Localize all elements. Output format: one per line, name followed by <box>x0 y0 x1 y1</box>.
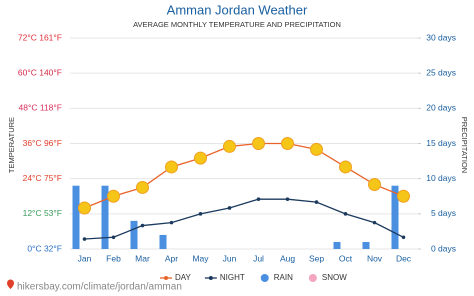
bar <box>130 220 138 249</box>
point <box>368 178 381 192</box>
point <box>339 160 352 174</box>
point <box>397 189 410 203</box>
x-tick-label: May <box>192 253 209 263</box>
y2-tick-label: 25 days <box>426 67 456 77</box>
point <box>281 137 294 150</box>
chart-subtitle: AVERAGE MONTHLY TEMPERATURE AND PRECIPIT… <box>133 20 341 29</box>
bar <box>391 185 399 249</box>
point <box>285 197 290 201</box>
point <box>111 235 116 240</box>
bar <box>101 185 109 249</box>
y2-axis-title: PRECIPITATION <box>460 117 469 173</box>
point <box>252 137 265 150</box>
point <box>256 197 261 201</box>
chart-title: Amman Jordan Weather <box>167 2 308 17</box>
line <box>84 198 404 240</box>
y2-tick-label: 20 days <box>426 103 456 113</box>
point <box>401 235 406 240</box>
point <box>310 142 323 156</box>
y-tick-label: 36°C 96°F <box>23 138 62 148</box>
y-tick-label: 24°C 75°F <box>23 173 62 183</box>
point <box>227 206 232 210</box>
x-tick-label: Aug <box>280 253 295 263</box>
y-tick-label: 60°C 140°F <box>18 67 62 77</box>
point <box>169 220 174 225</box>
y2-tick-label: 0 days <box>431 243 456 253</box>
point <box>198 212 203 216</box>
point <box>82 237 87 241</box>
y2-tick-label: 10 days <box>426 173 456 183</box>
legend-label: SNOW <box>322 273 347 282</box>
point <box>136 180 149 194</box>
point <box>165 160 178 174</box>
bar <box>159 234 167 249</box>
point <box>194 151 207 165</box>
point <box>107 189 120 203</box>
y-axis-title: TEMPERATURE <box>7 117 16 173</box>
point <box>314 200 319 204</box>
x-tick-label: Jan <box>78 253 92 263</box>
legend-swatch <box>164 276 168 280</box>
point <box>223 139 236 153</box>
y2-tick-label: 15 days <box>426 138 456 148</box>
y-tick-label: 72°C 161°F <box>18 32 62 42</box>
y-tick-label: 48°C 118°F <box>19 103 63 113</box>
bar <box>333 241 341 249</box>
y2-tick-label: 30 days <box>426 32 456 42</box>
x-tick-label: Dec <box>396 253 412 263</box>
x-tick-label: Oct <box>339 253 353 263</box>
x-tick-label: Mar <box>135 253 150 263</box>
source[interactable]: hikersbay.com/climate/jordan/amman <box>17 282 182 293</box>
point <box>343 212 348 216</box>
y-tick-label: 0°C 32°F <box>27 243 62 253</box>
pin-icon <box>7 279 14 289</box>
point <box>372 220 377 225</box>
point <box>78 201 91 215</box>
x-tick-label: Jul <box>253 253 264 263</box>
legend-label: DAY <box>175 273 192 282</box>
line <box>84 142 404 209</box>
bar <box>72 185 80 249</box>
x-tick-label: Jun <box>223 253 237 263</box>
legend-swatch <box>260 274 269 282</box>
x-tick-label: Sep <box>309 253 324 263</box>
y2-tick-label: 5 days <box>431 208 456 218</box>
legend-swatch <box>208 276 213 280</box>
y-tick-label: 12°C 53°F <box>23 208 62 218</box>
x-tick-label: Nov <box>367 253 383 263</box>
legend-swatch <box>308 274 317 282</box>
legend-label: RAIN <box>274 273 293 282</box>
bar <box>362 241 370 249</box>
legend-label: NIGHT <box>220 273 245 282</box>
x-tick-label: Apr <box>165 253 178 263</box>
point <box>140 223 145 228</box>
x-tick-label: Feb <box>106 253 121 263</box>
